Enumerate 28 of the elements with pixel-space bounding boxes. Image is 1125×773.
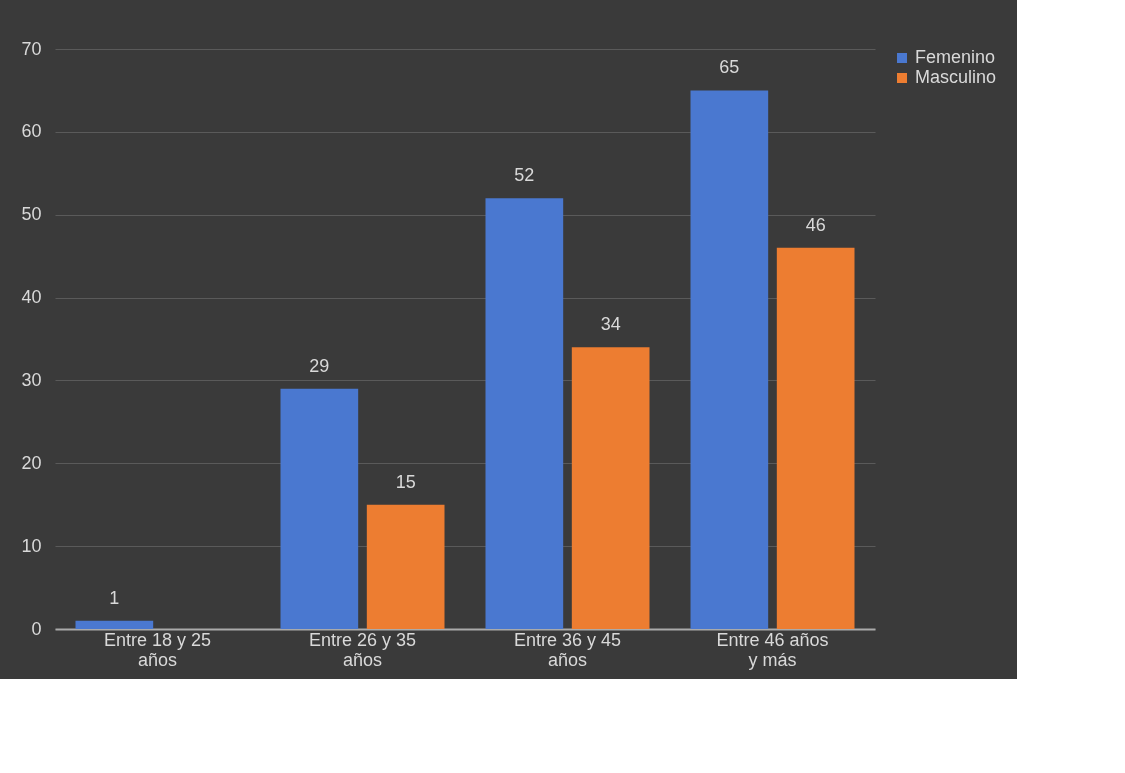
y-tick-label: 40 [21, 287, 42, 308]
legend-label: Femenino [915, 47, 996, 67]
data-label: 46 [805, 214, 826, 235]
bar [366, 504, 445, 629]
y-tick-label: 10 [21, 535, 42, 556]
y-tick-label: 20 [21, 452, 42, 473]
data-label: 65 [719, 57, 740, 78]
bar [571, 347, 650, 629]
y-tick-label: 60 [21, 121, 42, 142]
x-tick-label: Entre 46 años y más [716, 629, 829, 670]
data-label: 15 [395, 471, 416, 492]
bar [75, 620, 154, 629]
data-label: 29 [309, 355, 330, 376]
y-tick-label: 50 [21, 204, 42, 225]
data-label: 34 [600, 314, 621, 335]
bar [280, 388, 359, 629]
legend-label: Masculino [915, 67, 997, 87]
bar [485, 198, 564, 629]
x-tick-label: Entre 36 y 45 años [513, 629, 622, 670]
data-label: 52 [514, 165, 535, 186]
y-tick-label: 70 [21, 38, 42, 59]
y-tick-label: 0 [31, 618, 42, 639]
y-tick-label: 30 [21, 369, 42, 390]
data-label: 1 [109, 587, 120, 608]
bar [690, 90, 769, 629]
x-tick-label: Entre 26 y 35 años [308, 629, 417, 670]
bar [776, 247, 855, 629]
x-tick-label: Entre 18 y 25 años [103, 629, 212, 670]
